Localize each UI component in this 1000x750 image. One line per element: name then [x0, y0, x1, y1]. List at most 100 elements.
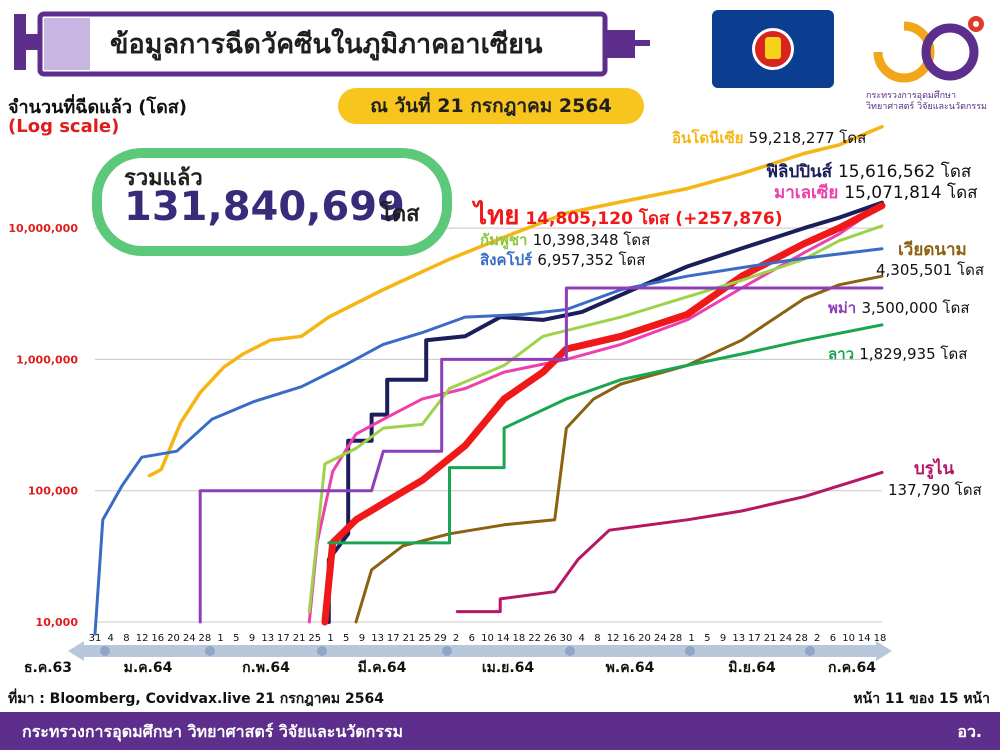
x-tick-label: 29 — [434, 633, 447, 644]
label-laos-name: ลาว — [828, 345, 855, 363]
footer-abbr: อว. — [957, 722, 982, 741]
x-tick-label: 9 — [249, 633, 255, 644]
ministry-logo — [873, 16, 984, 83]
y-tick-label: 100,000 — [28, 485, 78, 498]
footer-bar — [0, 712, 1000, 750]
x-tick-label: 4 — [108, 633, 114, 644]
x-tick-label: 1 — [688, 633, 694, 644]
x-tick-label: 28 — [199, 633, 212, 644]
x-tick-label: 8 — [594, 633, 600, 644]
total-value: 131,840,699 — [124, 184, 405, 230]
label-myanmar-value: 3,500,000 โดส — [861, 299, 970, 317]
label-laos: ลาว 1,829,935 โดส — [828, 342, 967, 366]
x-tick-label: 24 — [183, 633, 196, 644]
label-vietnam-name: เวียดนาม — [898, 240, 967, 260]
total-box — [92, 148, 452, 256]
x-tick-label: 9 — [359, 633, 365, 644]
page-title: ข้อมูลการฉีดวัคซีนในภูมิภาคอาเซียน — [110, 29, 543, 60]
x-tick-label: 28 — [795, 633, 808, 644]
x-axis-arrow-left — [68, 641, 84, 661]
x-tick-label: 17 — [748, 633, 761, 644]
y-tick-label: 1,000,000 — [16, 353, 78, 366]
asean-flag — [712, 10, 834, 88]
month-separator — [317, 646, 327, 656]
label-singapore-value: 6,957,352 โดส — [537, 251, 646, 269]
x-axis-arrow-right — [876, 641, 892, 661]
label-brunei-value: 137,790 โดส — [888, 478, 982, 502]
total-label: รวมแล้ว — [124, 166, 203, 191]
x-tick-label: 30 — [560, 633, 573, 644]
syringe-header-icon — [14, 11, 650, 77]
label-indonesia-value: 59,218,277 โดส — [748, 129, 867, 147]
label-singapore: สิงคโปร์ 6,957,352 โดส — [480, 248, 645, 272]
x-tick-label: 2 — [453, 633, 459, 644]
chart-grid: 10,000 100,000 1,000,000 10,000,000 — [8, 222, 882, 629]
label-vietnam-value: 4,305,501 โดส — [876, 258, 984, 282]
source-note: ที่มา : Bloomberg, Covidvax.live 21 กรกฎ… — [8, 691, 384, 707]
x-tick-label: 24 — [779, 633, 792, 644]
x-tick-label: 14 — [858, 633, 871, 644]
x-tick-label: 17 — [387, 633, 400, 644]
footer-ministry: กระทรวงการอุดมศึกษา วิทยาศาสตร์ วิจัยและ… — [22, 722, 404, 741]
x-tick-label: 21 — [403, 633, 416, 644]
x-month-label: ธ.ค.63 — [24, 660, 72, 676]
x-tick-label: 5 — [704, 633, 710, 644]
x-tick-label: 16 — [151, 633, 164, 644]
x-month-label: ม.ค.64 — [124, 660, 173, 676]
label-philippines-name: ฟิลิปปินส์ — [766, 162, 833, 182]
logo-text-line1: กระทรวงการอุดมศึกษา — [866, 91, 956, 101]
y-axis-label: จำนวนที่ฉีดแล้ว (โดส) — [8, 97, 187, 118]
logo-text-line2: วิทยาศาสตร์ วิจัยและนวัตกรรม — [866, 102, 987, 112]
x-axis-bar — [80, 645, 880, 657]
month-separator — [442, 646, 452, 656]
x-tick-label: 18 — [874, 633, 887, 644]
x-tick-label: 18 — [513, 633, 526, 644]
series-line — [307, 224, 884, 614]
date-badge: ณ วันที่ 21 กรกฎาคม 2564 — [338, 88, 644, 124]
page-number: หน้า 11 ของ 15 หน้า — [853, 691, 990, 707]
label-vietnam-value-text: 4,305,501 โดส — [876, 261, 985, 279]
x-tick-label: 1 — [327, 633, 333, 644]
x-tick-label: 4 — [579, 633, 585, 644]
label-cambodia-name: กัมพูชา — [480, 231, 528, 249]
x-tick-label: 12 — [136, 633, 149, 644]
x-tick-label: 13 — [261, 633, 274, 644]
series-line — [147, 124, 884, 478]
x-tick-label: 10 — [481, 633, 494, 644]
label-philippines-value: 15,616,562 โดส — [837, 162, 972, 182]
x-tick-label: 6 — [830, 633, 836, 644]
x-month-label: มี.ค.64 — [358, 660, 407, 676]
x-tick-label: 20 — [167, 633, 180, 644]
label-malaysia-value: 15,071,814 โดส — [844, 183, 978, 203]
x-tick-label: 25 — [418, 633, 431, 644]
x-tick-label: 5 — [233, 633, 239, 644]
x-tick-label: 24 — [654, 633, 667, 644]
label-thailand-name: ไทย — [474, 201, 520, 231]
series-line — [327, 323, 884, 545]
x-tick-label: 13 — [371, 633, 384, 644]
series-line — [455, 470, 884, 614]
month-separator — [565, 646, 575, 656]
label-cambodia: กัมพูชา 10,398,348 โดส — [480, 228, 650, 252]
rice-sheaf-icon — [765, 37, 781, 59]
series-line — [93, 247, 884, 636]
x-tick-label: 9 — [720, 633, 726, 644]
label-thailand: ไทย 14,805,120 โดส (+257,876) — [474, 195, 783, 236]
x-tick-label: 21 — [764, 633, 777, 644]
label-indonesia-name: อินโดนีเซีย — [672, 129, 744, 147]
label-thailand-value: 14,805,120 โดส (+257,876) — [525, 209, 783, 229]
total-unit: โดส — [380, 202, 420, 227]
x-month-label: พ.ค.64 — [606, 660, 655, 676]
label-brunei-name: บรูไน — [914, 459, 955, 479]
x-tick-label: 17 — [277, 633, 290, 644]
x-axis: 31 4 8 12 16 20 24 28 1 5 9 13 17 21 25 1 5 9 13 17 21 25 29 2 6… — [24, 633, 892, 676]
y-scale-note: (Log scale) — [8, 116, 120, 137]
x-tick-label: 28 — [670, 633, 683, 644]
label-singapore-name: สิงคโปร์ — [480, 251, 533, 269]
x-tick-label: 21 — [293, 633, 306, 644]
month-separator — [685, 646, 695, 656]
chart-series — [93, 124, 886, 636]
x-tick-label: 22 — [528, 633, 541, 644]
x-tick-label: 20 — [638, 633, 651, 644]
